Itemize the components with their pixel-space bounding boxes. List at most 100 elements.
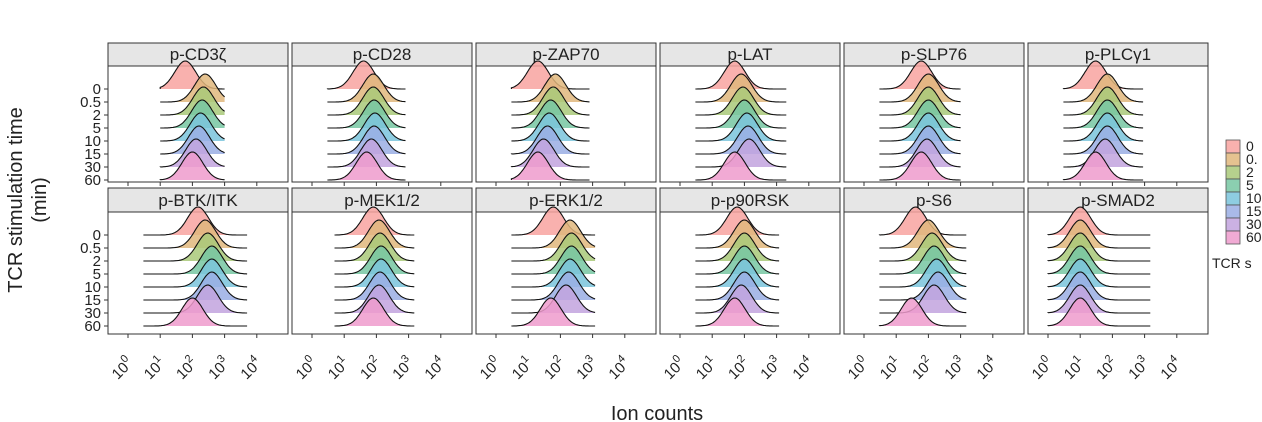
ridge-0.5: [879, 220, 967, 248]
panel-8: p-ERK1/2: [475, 187, 657, 338]
ridge-outline-2: [334, 232, 415, 262]
ridge-10: [334, 259, 415, 287]
ridge-outline-60: [1062, 151, 1144, 181]
ridge-outline-60: [695, 151, 787, 181]
legend-swatch-3: [1225, 178, 1241, 193]
ridge-2: [695, 233, 780, 261]
ridge-outline-60: [510, 151, 590, 181]
ridge-outline-30: [1047, 284, 1151, 314]
legend-label: 5: [1246, 177, 1254, 193]
panel-title: p-MEK1/2: [344, 191, 420, 210]
ridge-outline-60: [878, 297, 967, 327]
ridge-2: [879, 87, 961, 115]
panel-5: p-PLCγ1: [1027, 42, 1209, 186]
ridge-10: [143, 259, 248, 287]
panel-title: p-SMAD2: [1081, 191, 1155, 210]
y-axis-title-line: TCR stimulation time: [5, 107, 27, 293]
ridge-outline-10: [334, 258, 415, 288]
legend-label: 0: [1246, 138, 1254, 154]
ridge-15: [511, 126, 590, 154]
y-tick-label: 2: [93, 107, 101, 124]
x-tick-label: 104: [1155, 353, 1185, 383]
x-tick-label: 100: [659, 353, 689, 383]
legend-label: 15: [1246, 203, 1262, 219]
legend-swatch-7: [1225, 230, 1241, 245]
panel-0: p-CD3ζ: [107, 42, 289, 186]
ridge-outline-15: [1063, 125, 1144, 155]
ridge-outline-30: [510, 138, 590, 168]
ridge-60: [511, 152, 590, 180]
ridge-outline-60: [879, 151, 961, 181]
legend-swatch-5: [1225, 204, 1241, 219]
ridge-outline-0: [334, 206, 415, 236]
ridge-outline-60: [334, 297, 415, 327]
ridge-15: [695, 126, 787, 154]
y-tick-label: 60: [84, 318, 101, 335]
ridge-outline-60: [511, 297, 596, 327]
ridge-60: [327, 152, 406, 180]
ridge-0: [695, 207, 780, 235]
ridge-2: [879, 233, 967, 261]
ridge-5: [1063, 100, 1144, 128]
ridge-outline-5: [879, 99, 961, 129]
ridge-outline-15: [695, 125, 787, 155]
ridge-outline-10: [879, 112, 961, 142]
ridge-outline-10: [1063, 112, 1144, 142]
legend-label: 60: [1246, 229, 1262, 245]
ridge-5: [879, 100, 961, 128]
x-tick-label: 101: [691, 353, 721, 383]
panel-9: p-p90RSK: [659, 187, 841, 338]
ridge-2: [143, 233, 248, 261]
x-tick-label: 100: [1027, 353, 1057, 383]
ridge-60: [879, 298, 967, 326]
x-tick-label: 102: [1091, 353, 1121, 383]
ridge-60: [334, 298, 415, 326]
x-tick-label: 103: [387, 353, 417, 383]
x-tick-label: 102: [355, 353, 385, 383]
panel-4: p-SLP76: [843, 42, 1025, 186]
legend-swatch-6: [1225, 217, 1241, 232]
panel-1: p-CD28: [291, 42, 473, 186]
y-axis-title: TCR stimulation time (min): [5, 107, 51, 293]
ridge-60: [879, 152, 961, 180]
ridge-outline-10: [511, 112, 590, 142]
panel-title: p-CD3ζ: [170, 45, 227, 64]
ridge-outline-10: [143, 258, 248, 288]
ridge-outline-5: [511, 99, 590, 129]
x-tick-label: 102: [723, 353, 753, 383]
ridge-15: [695, 272, 780, 300]
ridge-outline-2: [695, 232, 780, 262]
panel-title: p-CD28: [353, 45, 412, 64]
x-tick-label: 104: [787, 353, 817, 383]
x-tick-label: 103: [203, 353, 233, 383]
panel-strip: [843, 187, 1025, 213]
ridge-0.5: [879, 74, 961, 102]
legend-label: 2: [1246, 164, 1254, 180]
ridge-5: [143, 246, 248, 274]
ridge-outline-15: [511, 271, 596, 301]
ridge-outline-5: [879, 245, 967, 275]
ridge-outline-2: [879, 232, 967, 262]
x-tick-label: 100: [107, 353, 137, 383]
y-tick-label: 0: [93, 227, 101, 244]
ridge-10: [695, 113, 787, 141]
panel-title: p-BTK/ITK: [158, 191, 238, 210]
ridge-outline-15: [879, 271, 967, 301]
ridge-outline-10: [1047, 258, 1151, 288]
ridge-outline-15: [695, 271, 780, 301]
ridge-outline-5: [143, 245, 248, 275]
panels-layer: p-CD3ζ p-CD28 p-ZAP70 p-LAT p-SLP76 p-PLCγ1 p-…: [107, 42, 1209, 338]
panel-title: p-p90RSK: [711, 191, 790, 210]
ridge-outline-0: [1062, 60, 1144, 90]
legend-label: 0.: [1246, 151, 1258, 167]
y-tick-label: 5: [93, 266, 101, 283]
ridge-outline-0: [695, 206, 780, 236]
ridge-outline-10: [695, 258, 780, 288]
ridge-2: [327, 87, 406, 115]
ridge-outline-60: [159, 151, 225, 181]
y-tick-label: 0.5: [80, 240, 101, 257]
x-tick-label: 100: [291, 353, 321, 383]
ridge-5: [334, 246, 415, 274]
ridge-outline-2: [1047, 232, 1151, 262]
